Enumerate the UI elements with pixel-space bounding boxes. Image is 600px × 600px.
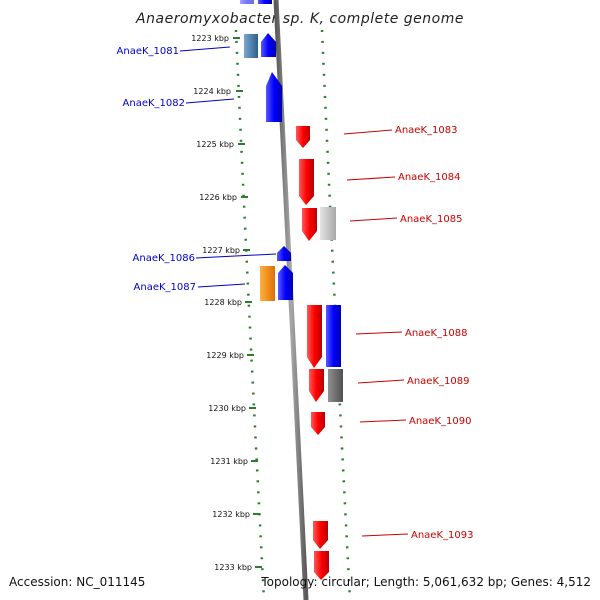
gene-feature[interactable]: [302, 208, 317, 241]
leader-line: [361, 533, 409, 537]
gene-label-anaek-1089[interactable]: AnaeK_1089: [407, 376, 469, 387]
gene-label-anaek-1088[interactable]: AnaeK_1088: [405, 328, 467, 339]
tick-label: 1231 kbp: [210, 457, 248, 466]
gene-label-anaek-1084[interactable]: AnaeK_1084: [398, 172, 460, 183]
gene-feature[interactable]: [258, 0, 272, 4]
tick-label: 1232 kbp: [212, 510, 250, 519]
leader-line: [197, 283, 246, 288]
leader-line: [346, 176, 396, 181]
gene-feature[interactable]: [260, 266, 275, 301]
gene-feature[interactable]: [266, 72, 282, 122]
accession-text: Accession: NC_011145: [9, 575, 145, 589]
tick-label: 1223 kbp: [191, 34, 229, 43]
gene-feature[interactable]: [307, 305, 322, 368]
gene-label-anaek-1087[interactable]: AnaeK_1087: [134, 282, 196, 293]
gene-feature[interactable]: [299, 159, 314, 205]
tick-label: 1226 kbp: [199, 193, 237, 202]
gene-feature[interactable]: [240, 0, 254, 4]
label-leader-lines: [179, 46, 409, 537]
leader-line: [357, 379, 405, 384]
map-title: Anaeromyxobacter sp. K, complete genome: [135, 11, 464, 27]
tick-label: 1225 kbp: [196, 140, 234, 149]
gene-label-anaek-1081[interactable]: AnaeK_1081: [117, 46, 179, 57]
gene-feature[interactable]: [277, 246, 291, 261]
tick-label: 1224 kbp: [193, 87, 231, 96]
tick-label: 1233 kbp: [214, 563, 252, 572]
kbp-scale: 1223 kbp 1224 kbp 1225 kbp 1226 kbp 1227…: [191, 34, 262, 572]
leader-line: [195, 253, 277, 259]
genome-info-text: Topology: circular; Length: 5,061,632 bp…: [260, 575, 591, 589]
gene-feature[interactable]: [311, 412, 325, 435]
leader-line: [349, 217, 398, 222]
leader-line: [359, 419, 407, 423]
gene-label-anaek-1086[interactable]: AnaeK_1086: [133, 253, 195, 264]
gene-feature[interactable]: [309, 369, 324, 402]
leader-line: [343, 129, 393, 135]
gene-feature[interactable]: [261, 33, 276, 57]
gene-feature[interactable]: [320, 207, 336, 240]
gene-feature[interactable]: [313, 521, 328, 549]
tick-label: 1230 kbp: [208, 404, 246, 413]
gene-feature[interactable]: [296, 126, 310, 148]
gene-label-anaek-1093[interactable]: AnaeK_1093: [411, 530, 473, 541]
gene-label-anaek-1090[interactable]: AnaeK_1090: [409, 416, 471, 427]
tick-label: 1228 kbp: [204, 298, 242, 307]
gene-label-anaek-1085[interactable]: AnaeK_1085: [400, 214, 462, 225]
gene-labels: AnaeK_1081 AnaeK_1082 AnaeK_1083 AnaeK_1…: [117, 46, 474, 541]
reverse-strand-genes: [240, 0, 343, 402]
gene-label-anaek-1083[interactable]: AnaeK_1083: [395, 125, 457, 136]
leader-line: [179, 46, 231, 52]
gene-feature[interactable]: [326, 305, 341, 367]
gene-feature[interactable]: [244, 34, 258, 58]
tick-label: 1227 kbp: [202, 246, 240, 255]
tick-label: 1229 kbp: [206, 351, 244, 360]
gene-feature[interactable]: [314, 551, 329, 580]
leader-line: [185, 98, 235, 104]
leader-line: [355, 331, 403, 335]
forward-strand-genes: [296, 126, 336, 580]
gene-feature[interactable]: [328, 369, 343, 402]
gene-label-anaek-1082[interactable]: AnaeK_1082: [123, 98, 185, 109]
gene-feature[interactable]: [278, 265, 293, 300]
